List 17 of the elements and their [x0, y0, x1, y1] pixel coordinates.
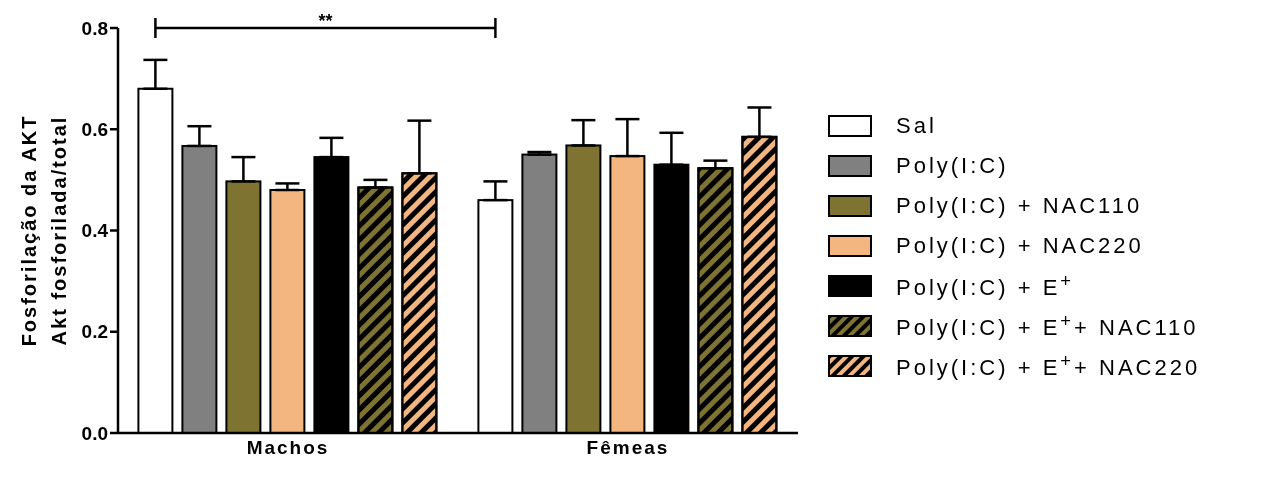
legend-label: Poly(I:C) + E$^{+}$+ NAC110 — [896, 309, 1199, 342]
legend-label: Sal — [896, 112, 937, 139]
y-tick-label: 0.0 — [81, 422, 108, 444]
legend-label: Poly(I:C) — [896, 152, 1009, 179]
legend-label: Poly(I:C) + E$^{+}$+ NAC220 — [896, 349, 1201, 382]
legend-label: Poly(I:C) + E$^{+}$ — [896, 269, 1075, 302]
x-tick-label: Fêmeas — [586, 437, 670, 459]
y-axis-title: Fosforilação da AKT Akt fosforilada/total — [18, 114, 70, 347]
y-tick-label: 0.8 — [81, 17, 108, 39]
annotation: ** — [318, 11, 333, 31]
y-tick-label: 0.2 — [81, 321, 108, 343]
legend-label: Poly(I:C) + NAC220 — [896, 232, 1144, 259]
y-tick-label: 0.4 — [81, 220, 109, 242]
significance-bracket: ** — [154, 11, 497, 38]
x-tick-label: Machos — [246, 437, 330, 459]
y-tick-label: 0.6 — [81, 119, 108, 140]
legend-label: Poly(I:C) + NAC110 — [896, 192, 1143, 219]
